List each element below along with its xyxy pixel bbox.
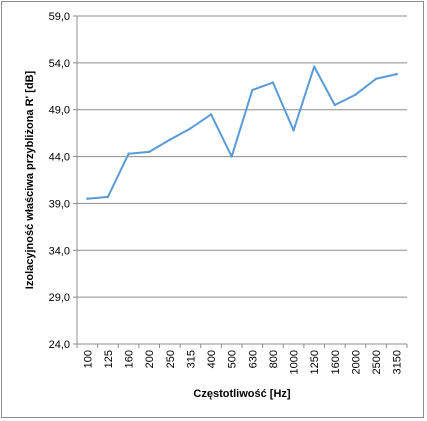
- x-tick-label: 250: [165, 350, 177, 368]
- gridlines: [77, 15, 407, 345]
- series-layer: [86, 65, 398, 200]
- x-tick-label: 1250: [309, 350, 321, 374]
- data-point: [147, 150, 151, 154]
- x-tick-label: 2500: [371, 350, 383, 374]
- data-point: [189, 127, 192, 130]
- x-tick-label: 2000: [350, 350, 362, 374]
- x-tick-labels: 100 125 160 200 250 315 400 500 630 800 1000 1250 16…: [82, 350, 403, 374]
- y-tick-label: 39,0: [49, 198, 70, 210]
- x-tick-label: 500: [227, 350, 239, 368]
- x-tick-label: 800: [268, 350, 280, 368]
- x-tick-label: 1000: [289, 350, 301, 374]
- x-tick-label: 160: [124, 350, 136, 368]
- data-point: [106, 195, 110, 199]
- data-point: [168, 138, 172, 141]
- data-point: [354, 93, 357, 96]
- x-tick-label: 315: [185, 350, 197, 368]
- y-tick-label: 34,0: [49, 245, 70, 257]
- data-point: [374, 77, 378, 80]
- data-point: [271, 81, 275, 84]
- series-line: [87, 65, 397, 200]
- y-tick-labels: 24,0 29,0 34,0 39,0 44,0 49,0 54,0 59,0: [49, 11, 70, 351]
- data-point: [395, 72, 398, 76]
- x-axis-title: Częstotliwość [Hz]: [193, 388, 291, 400]
- x-tick-label: 630: [247, 350, 259, 368]
- y-tick-label: 59,0: [49, 11, 70, 23]
- x-tick-label: 200: [144, 350, 156, 368]
- data-point: [251, 88, 254, 92]
- y-axis-title: Izolacyjność właściwa przybliżona R' [dB…: [24, 70, 36, 289]
- y-tick-label: 49,0: [49, 105, 70, 117]
- data-point: [230, 155, 233, 158]
- x-tick-label: 100: [82, 350, 94, 368]
- y-tick-label: 29,0: [49, 292, 70, 304]
- x-tick-label: 400: [206, 350, 218, 368]
- y-tick-label: 44,0: [49, 152, 70, 164]
- data-point: [86, 197, 89, 200]
- y-tick-label: 24,0: [49, 339, 70, 351]
- data-point: [209, 113, 213, 116]
- x-tick-label: 125: [103, 350, 115, 368]
- data-point: [292, 129, 295, 132]
- x-tick-label: 3150: [392, 350, 404, 374]
- x-tick-label: 1600: [330, 350, 342, 374]
- y-tick-label: 54,0: [49, 58, 70, 70]
- data-point: [312, 65, 316, 68]
- data-point: [333, 103, 337, 107]
- axes: [73, 15, 408, 348]
- data-point: [127, 152, 130, 155]
